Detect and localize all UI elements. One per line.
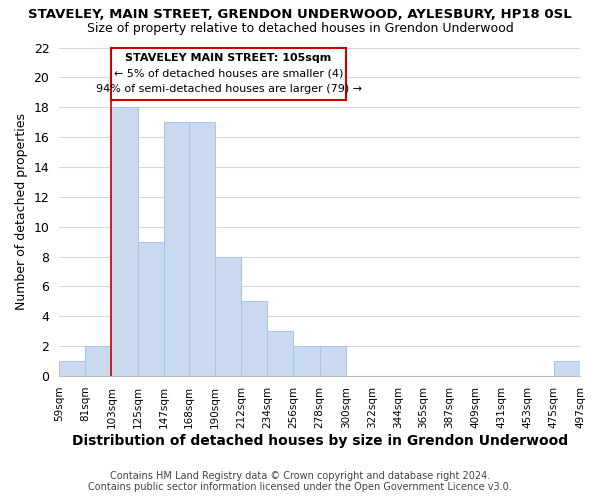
X-axis label: Distribution of detached houses by size in Grendon Underwood: Distribution of detached houses by size …	[71, 434, 568, 448]
Bar	[215, 256, 241, 376]
Bar	[112, 107, 137, 376]
Bar	[554, 361, 580, 376]
Bar	[267, 332, 293, 376]
Text: ← 5% of detached houses are smaller (4): ← 5% of detached houses are smaller (4)	[114, 68, 343, 78]
Bar	[59, 361, 85, 376]
Text: 94% of semi-detached houses are larger (79) →: 94% of semi-detached houses are larger (…	[95, 84, 362, 94]
Bar	[164, 122, 189, 376]
Bar	[85, 346, 112, 376]
Bar	[137, 242, 164, 376]
Text: Contains HM Land Registry data © Crown copyright and database right 2024.
Contai: Contains HM Land Registry data © Crown c…	[88, 471, 512, 492]
Y-axis label: Number of detached properties: Number of detached properties	[15, 114, 28, 310]
Text: Size of property relative to detached houses in Grendon Underwood: Size of property relative to detached ho…	[86, 22, 514, 35]
Bar	[293, 346, 320, 376]
Bar	[241, 302, 267, 376]
Bar	[320, 346, 346, 376]
Text: STAVELEY MAIN STREET: 105sqm: STAVELEY MAIN STREET: 105sqm	[125, 52, 332, 62]
FancyBboxPatch shape	[112, 48, 346, 100]
Text: STAVELEY, MAIN STREET, GRENDON UNDERWOOD, AYLESBURY, HP18 0SL: STAVELEY, MAIN STREET, GRENDON UNDERWOOD…	[28, 8, 572, 20]
Bar	[189, 122, 215, 376]
